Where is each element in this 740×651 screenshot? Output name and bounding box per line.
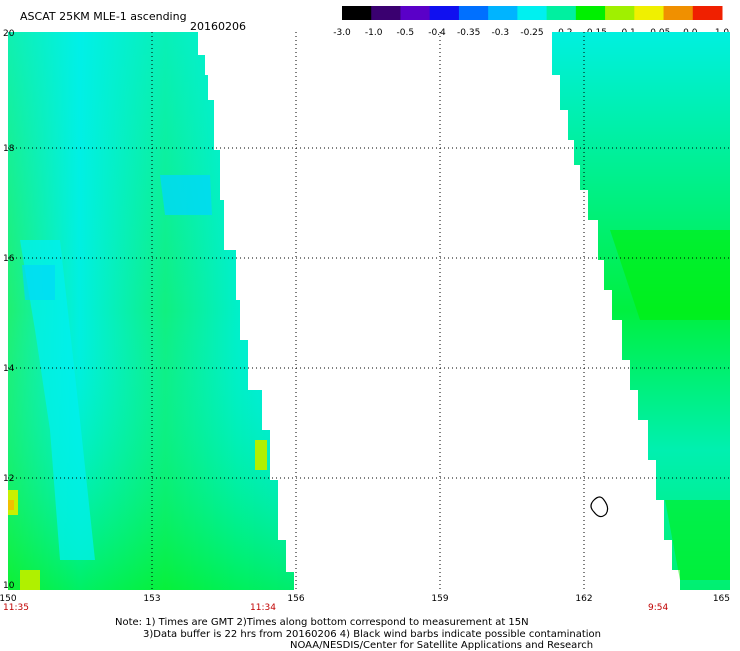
colorbar-label: -0.25 — [520, 28, 543, 38]
colorbar-label: -0.35 — [457, 28, 480, 38]
y-tick-label: 16 — [3, 254, 15, 264]
colorbar-cell — [429, 6, 460, 20]
colorbar-label: -3.0 — [333, 28, 351, 38]
colorbar-cell — [458, 6, 489, 20]
colorbar-label: -0.5 — [397, 28, 415, 38]
colorbar-cell — [488, 6, 518, 20]
colorbar-cell — [546, 6, 577, 20]
orange-spot — [8, 500, 14, 510]
x-tick-label: 153 — [143, 594, 160, 604]
colorbar-label: -0.3 — [492, 28, 510, 38]
colorbar-cell — [517, 6, 548, 20]
x-tick-label: 159 — [431, 594, 448, 604]
y-tick-label: 10 — [3, 581, 15, 591]
time-label: 9:54 — [648, 603, 668, 613]
cyan-band — [20, 240, 95, 560]
blue-patch — [160, 175, 212, 215]
right-green-band-2 — [665, 500, 730, 580]
x-tick-label: 156 — [287, 594, 304, 604]
colorbar-cell — [692, 6, 723, 20]
x-tick-label: 150 — [0, 594, 17, 604]
blue-patch-2 — [22, 265, 55, 300]
colorbar-cell — [575, 6, 606, 20]
grid-lines — [8, 32, 730, 590]
x-axis: 150 153 156 159 162 165 — [0, 594, 730, 604]
note-line-3: NOAA/NESDIS/Center for Satellite Applica… — [290, 640, 594, 651]
time-label: 11:35 — [3, 603, 29, 613]
colorbar-cell — [400, 6, 431, 20]
x-tick-label: 162 — [575, 594, 592, 604]
time-labels: 11:35 11:34 9:54 — [3, 603, 668, 613]
map-date: 20160206 — [190, 20, 246, 33]
colorbar-cell — [634, 6, 665, 20]
right-green-band — [610, 230, 730, 320]
note-line-1: Note: 1) Times are GMT 2)Times along bot… — [115, 617, 529, 628]
colorbar-cells — [342, 6, 723, 20]
colorbar-cell — [663, 6, 694, 20]
yellow-spot — [255, 440, 267, 470]
colorbar-cell — [605, 6, 635, 20]
wind-contour — [590, 496, 609, 518]
note-line-2: 3)Data buffer is 22 hrs from 20160206 4)… — [143, 629, 601, 640]
x-tick-label: 165 — [713, 594, 730, 604]
y-tick-label: 18 — [3, 144, 15, 154]
colorbar-cell — [342, 6, 372, 20]
y-tick-label: 12 — [3, 474, 14, 484]
yellow-spot-3 — [20, 570, 40, 590]
time-label: 11:34 — [250, 603, 276, 613]
y-axis: 10 12 14 16 18 20 — [3, 29, 15, 591]
map-title: ASCAT 25KM MLE-1 ascending — [20, 10, 187, 23]
colorbar-label: -0.4 — [428, 28, 446, 38]
colorbar-label: -1.0 — [365, 28, 383, 38]
y-tick-label: 20 — [3, 29, 15, 39]
y-tick-label: 14 — [3, 364, 15, 374]
colorbar-cell — [371, 6, 401, 20]
